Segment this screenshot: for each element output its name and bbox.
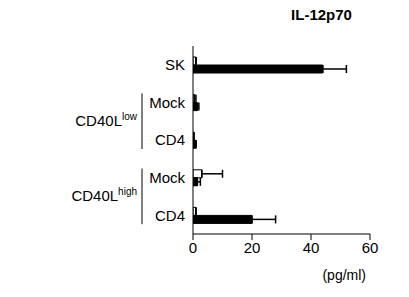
svg-text:0: 0 <box>189 239 197 256</box>
svg-text:CD40Lhigh: CD40Lhigh <box>71 186 137 204</box>
svg-text:CD4: CD4 <box>155 131 185 148</box>
svg-text:40: 40 <box>303 239 320 256</box>
svg-text:IL-12p70: IL-12p70 <box>291 6 352 23</box>
svg-text:Mock: Mock <box>149 94 185 111</box>
svg-text:CD4: CD4 <box>155 207 185 224</box>
svg-text:Mock: Mock <box>149 169 185 186</box>
svg-text:(pg/ml): (pg/ml) <box>322 267 366 283</box>
svg-text:20: 20 <box>244 239 261 256</box>
svg-text:SK: SK <box>165 56 185 73</box>
svg-text:CD40Llow: CD40Llow <box>75 111 137 129</box>
svg-text:60: 60 <box>362 239 379 256</box>
